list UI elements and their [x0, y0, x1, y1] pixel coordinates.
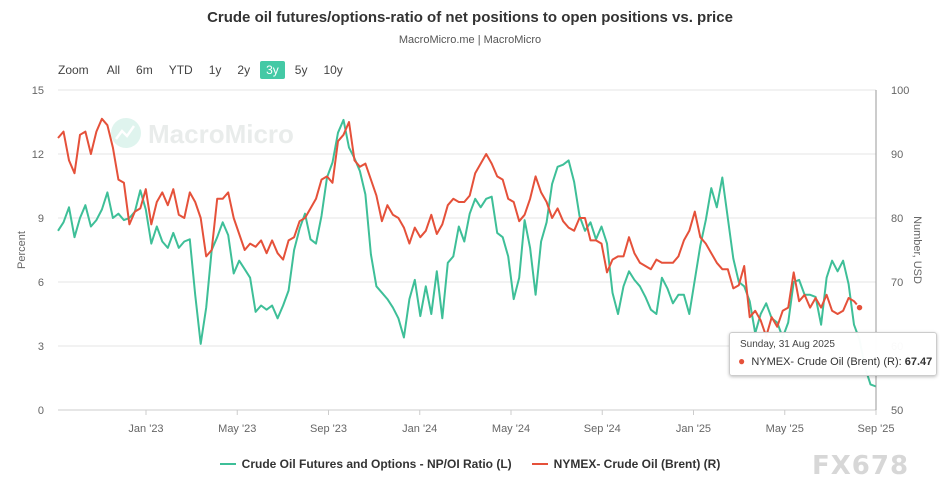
left-axis-label: Percent — [16, 231, 28, 269]
range-button-5y[interactable]: 5y — [294, 63, 308, 77]
zoom-label: Zoom — [58, 63, 89, 77]
left-axis-ticks: 0 3 6 9 12 15 — [32, 85, 44, 417]
tooltip-date: Sunday, 31 Aug 2025 — [740, 339, 835, 350]
right-tick-label: 80 — [891, 213, 903, 225]
legend-label-ratio: Crude Oil Futures and Options - NP/OI Ra… — [241, 457, 512, 471]
x-tick-label: May '25 — [766, 423, 804, 435]
left-tick-label: 0 — [38, 405, 44, 417]
range-button-3y[interactable]: 3y — [260, 61, 285, 79]
x-tick-label: Sep '23 — [310, 423, 347, 435]
legend-label-brent: NYMEX- Crude Oil (Brent) (R) — [553, 457, 721, 471]
right-tick-label: 70 — [891, 277, 903, 289]
x-tick-label: Jan '23 — [128, 423, 163, 435]
tooltip-series-name: NYMEX- Crude Oil (Brent) (R): — [751, 356, 902, 368]
right-axis-label: Number, USD — [911, 216, 923, 284]
chart-legend: Crude Oil Futures and Options - NP/OI Ra… — [0, 457, 940, 471]
left-tick-label: 6 — [38, 277, 44, 289]
x-tick-label: Jan '25 — [676, 423, 711, 435]
watermark-text: MacroMicro — [148, 119, 294, 149]
range-button-2y[interactable]: 2y — [237, 63, 251, 77]
x-tick-label: Jan '24 — [402, 423, 437, 435]
brent-series-line — [57, 117, 861, 338]
right-tick-label: 50 — [891, 405, 903, 417]
tooltip: Sunday, 31 Aug 2025 ● NYMEX- Crude Oil (… — [729, 332, 937, 376]
range-button-all[interactable]: All — [106, 63, 121, 77]
right-tick-label: 100 — [891, 85, 909, 97]
x-tick-label: May '24 — [492, 423, 530, 435]
range-button-6m[interactable]: 6m — [136, 63, 153, 77]
left-tick-label: 12 — [32, 149, 44, 161]
macromicro-watermark: MacroMicro — [111, 118, 294, 149]
tooltip-value: 67.47 — [904, 356, 933, 368]
left-tick-label: 9 — [38, 213, 44, 225]
range-button-ytd[interactable]: YTD — [168, 63, 193, 77]
legend-swatch-ratio — [219, 463, 236, 465]
x-axis-ticks: Jan '23 May '23 Sep '23 Jan '24 May '24 Sep '… — [58, 409, 895, 435]
tooltip-row: ● NYMEX- Crude Oil (Brent) (R): 67.47 — [738, 354, 932, 368]
chart-subtitle: MacroMicro.me | MacroMicro — [398, 34, 542, 46]
watermark-logo-stroke — [115, 125, 136, 140]
chart-title: Crude oil futures/options-ratio of net p… — [207, 9, 733, 26]
range-button-10y[interactable]: 10y — [323, 63, 343, 77]
right-tick-label: 90 — [891, 149, 903, 161]
left-tick-label: 15 — [32, 85, 44, 97]
x-tick-label: Sep '24 — [584, 423, 621, 435]
tooltip-series-dot: ● — [738, 354, 746, 368]
x-tick-label: Sep '25 — [858, 423, 895, 435]
legend-swatch-brent — [531, 463, 548, 465]
left-tick-label: 3 — [38, 341, 44, 353]
legend-item-ratio[interactable]: Crude Oil Futures and Options - NP/OI Ra… — [219, 457, 512, 471]
hover-point — [855, 303, 864, 312]
range-button-1y[interactable]: 1y — [208, 63, 222, 77]
legend-item-brent[interactable]: NYMEX- Crude Oil (Brent) (R) — [531, 457, 721, 471]
x-tick-label: May '23 — [218, 423, 256, 435]
range-selector: Zoom All 6m YTD 1y 2y 3y 5y 10y — [58, 60, 353, 80]
corner-watermark: FX678 — [812, 451, 910, 481]
watermark-logo-icon — [111, 118, 141, 148]
